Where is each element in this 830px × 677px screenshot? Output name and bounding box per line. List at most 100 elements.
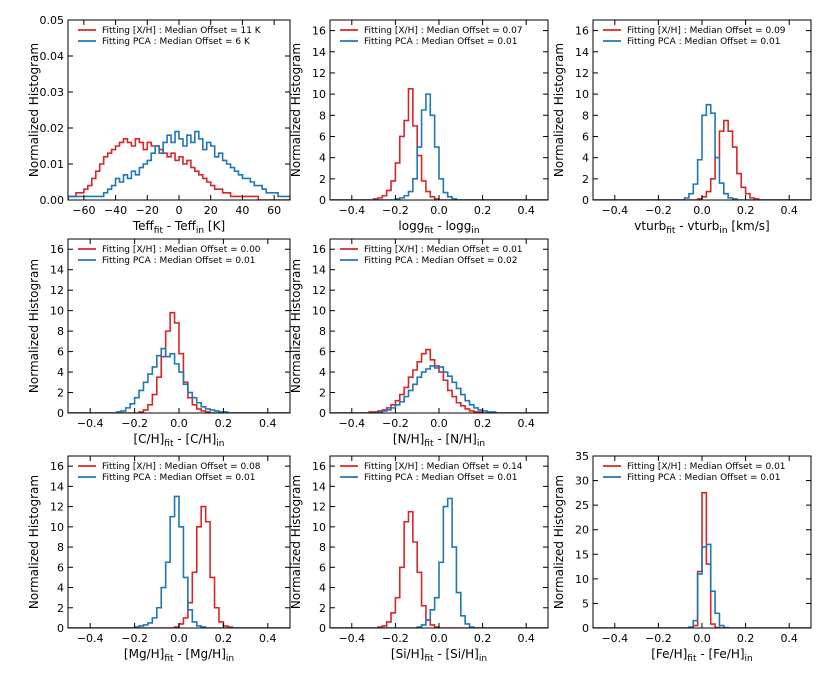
legend-entry-pca: Fitting PCA : Median Offset = 0.01 [364,473,517,483]
y-tick-label: 12 [312,67,326,80]
series-xh-histogram [330,88,548,200]
y-tick-label: 0.01 [40,158,65,171]
axes-frame [592,19,812,201]
panel-6: −0.4 −0.2 0.0 0.2 0.4 0 2 4 6 8 10 12 14 16 Normalized… [27,455,291,664]
y-tick-label: 6 [319,346,326,359]
x-axis-label: [Fe/H]fit - [Fe/H]in [651,647,753,664]
series-pca-histogram [330,93,548,200]
x-tick-label: 60 [267,204,281,217]
y-tick-label: 6 [319,561,326,574]
y-axis-label: Normalized Histogram [27,475,41,609]
x-axis-label: [C/H]fit - [C/H]in [133,432,224,449]
y-tick-label: 4 [319,366,326,379]
y-tick-label: 6 [57,346,64,359]
legend-entry-pca: Fitting PCA : Median Offset = 0.01 [627,473,780,483]
x-tick-label: 0.0 [430,417,448,430]
y-tick-label: 10 [312,521,326,534]
y-tick-label: 5 [582,597,589,610]
series-pca-histogram [593,103,811,200]
x-axis-label: vturbfit - vturbin [km/s] [634,219,769,236]
y-tick-label: 4 [319,582,326,595]
y-tick-label: 8 [582,109,589,122]
y-tick-label: 30 [575,475,589,488]
y-tick-label: 14 [50,264,64,277]
panel-1: −60 −40 −20 0 20 40 60 0.00 0.01 0.02 0.03 0.04 0.05… [27,14,291,236]
y-tick-label: 14 [312,480,326,493]
y-tick-label: 0.05 [40,14,65,27]
x-axis-label: [Mg/H]fit - [Mg/H]in [124,647,234,664]
series-pca-histogram [330,497,548,628]
y-tick-label: 6 [582,130,589,143]
x-tick-label: −0.2 [382,417,409,430]
y-tick-label: 12 [312,284,326,297]
y-tick-label: 10 [575,573,589,586]
x-tick-label: 0.4 [517,417,535,430]
y-tick-label: 35 [575,450,589,463]
x-tick-label: −0.2 [382,204,409,217]
x-tick-label: −0.4 [77,417,104,430]
y-tick-label: 16 [50,460,64,473]
x-tick-label: 0.4 [259,417,277,430]
x-tick-label: −20 [136,204,159,217]
x-tick-label: 0.0 [430,204,448,217]
axes-frame [67,19,291,201]
y-axis-label: Normalized Histogram [27,43,41,177]
legend-entry-xh: Fitting [X/H] : Median Offset = 0.07 [364,26,523,36]
legend-entry-xh: Fitting [X/H] : Median Offset = 0.14 [364,462,523,472]
y-tick-label: 4 [57,366,64,379]
x-tick-label: −0.4 [77,632,104,645]
y-tick-label: 25 [575,499,589,512]
y-tick-label: 16 [575,25,589,38]
x-tick-label: 0.0 [693,204,711,217]
x-tick-label: 0.2 [474,632,492,645]
y-tick-label: 4 [582,152,589,165]
x-tick-label: 0.4 [259,632,277,645]
y-tick-label: 16 [50,243,64,256]
y-tick-label: 8 [319,541,326,554]
y-tick-label: 14 [312,264,326,277]
y-tick-label: 2 [319,387,326,400]
x-tick-label: 0.4 [780,632,798,645]
x-tick-label: 0.0 [693,632,711,645]
y-tick-label: 0 [319,407,326,420]
y-tick-label: 0 [57,622,64,635]
y-tick-label: 0 [582,622,589,635]
y-tick-label: 0.02 [40,122,65,135]
panel-8: −0.4 −0.2 0.0 0.2 0.4 0 5 10 15 20 25 30 35 Normalize… [552,450,812,664]
x-tick-label: −0.4 [338,417,365,430]
y-tick-label: 8 [57,541,64,554]
x-tick-label: 0.0 [170,417,188,430]
y-tick-label: 10 [312,88,326,101]
y-tick-label: 16 [312,460,326,473]
y-tick-label: 2 [319,173,326,186]
legend-entry-xh: Fitting [X/H] : Median Offset = 0.01 [364,245,523,255]
series-pca-histogram [68,130,290,200]
legend-entry-pca: Fitting PCA : Median Offset = 0.01 [102,256,255,266]
panel-3: −0.4 −0.2 0.0 0.2 0.4 0 2 4 6 8 10 12 14 16 Normalized… [552,19,812,236]
y-tick-label: 8 [319,325,326,338]
legend-entry-pca: Fitting PCA : Median Offset = 0.02 [364,256,517,266]
series-xh-histogram [68,505,290,628]
y-tick-label: 14 [312,46,326,59]
x-tick-label: 0.2 [474,204,492,217]
x-tick-label: −0.4 [601,204,628,217]
y-tick-label: 20 [575,524,589,537]
x-tick-label: 0.2 [215,632,233,645]
series-xh-histogram [68,311,290,413]
x-tick-label: −0.2 [382,632,409,645]
y-axis-label: Normalized Histogram [552,475,566,609]
y-tick-label: 10 [50,521,64,534]
y-tick-label: 2 [57,387,64,400]
x-axis-label: [N/H]fit - [N/H]in [393,432,485,449]
y-tick-label: 14 [575,46,589,59]
legend-entry-xh: Fitting [X/H] : Median Offset = 0.00 [102,245,261,255]
x-tick-label: 0.2 [474,417,492,430]
series-pca-histogram [68,347,290,413]
y-tick-label: 0 [57,407,64,420]
legend-entry-pca: Fitting PCA : Median Offset = 6 K [102,37,251,47]
x-tick-label: −0.4 [601,632,628,645]
series-pca-histogram [330,365,548,413]
series-pca-histogram [68,495,290,628]
legend-entry-pca: Fitting PCA : Median Offset = 0.01 [627,37,780,47]
